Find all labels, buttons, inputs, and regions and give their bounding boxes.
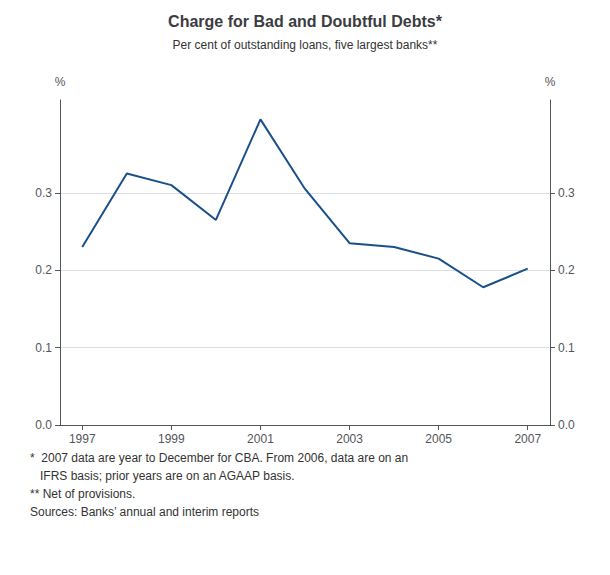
svg-text:0.1: 0.1 <box>35 341 52 355</box>
svg-text:0.1: 0.1 <box>558 341 575 355</box>
svg-text:1999: 1999 <box>158 432 185 446</box>
svg-text:%: % <box>55 75 66 89</box>
svg-text:1997: 1997 <box>69 432 96 446</box>
svg-text:%: % <box>545 75 556 89</box>
svg-text:2005: 2005 <box>425 432 452 446</box>
svg-text:0.3: 0.3 <box>35 186 52 200</box>
svg-text:** Net of provisions.: ** Net of provisions. <box>30 487 135 501</box>
svg-text:0.3: 0.3 <box>558 186 575 200</box>
svg-text:* 2007 data are year to Decem: * 2007 data are year to December for CBA… <box>30 451 408 465</box>
svg-text:0.2: 0.2 <box>558 263 575 277</box>
svg-text:0.0: 0.0 <box>558 418 575 432</box>
svg-text:Sources: Banks’ annual and int: Sources: Banks’ annual and interim repor… <box>30 505 259 519</box>
svg-text:2003: 2003 <box>336 432 363 446</box>
svg-text:Per cent of outstanding loans,: Per cent of outstanding loans, five larg… <box>173 38 438 52</box>
svg-text:IFRS basis; prior years are on: IFRS basis; prior years are on an AGAAP … <box>30 469 295 483</box>
svg-text:0.2: 0.2 <box>35 263 52 277</box>
svg-text:2007: 2007 <box>514 432 541 446</box>
svg-text:0.0: 0.0 <box>35 418 52 432</box>
svg-text:2001: 2001 <box>247 432 274 446</box>
svg-text:Charge for Bad and Doubtful De: Charge for Bad and Doubtful Debts* <box>168 13 443 30</box>
